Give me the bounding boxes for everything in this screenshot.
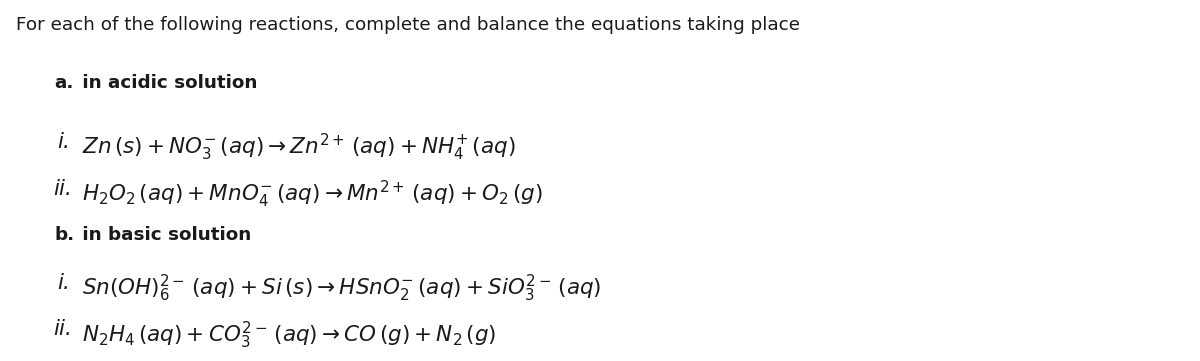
- Text: For each of the following reactions, complete and balance the equations taking p: For each of the following reactions, com…: [16, 16, 799, 34]
- Text: in basic solution: in basic solution: [76, 226, 251, 244]
- Text: ii.: ii.: [53, 319, 72, 339]
- Text: a.: a.: [54, 74, 73, 92]
- Text: $\mathit{Sn(OH)}_{6}^{2-}\,(aq) + \mathit{Si}\,(s) \rightarrow \mathit{HSnO}_{2}: $\mathit{Sn(OH)}_{6}^{2-}\,(aq) + \mathi…: [82, 273, 601, 304]
- Text: $\mathit{H}_{2}\mathit{O}_{2}\,(aq) + \mathit{MnO}_{4}^{-}\,(aq) \rightarrow \ma: $\mathit{H}_{2}\mathit{O}_{2}\,(aq) + \m…: [82, 179, 542, 210]
- Text: i.: i.: [58, 132, 71, 152]
- Text: i.: i.: [58, 273, 71, 292]
- Text: in acidic solution: in acidic solution: [76, 74, 257, 92]
- Text: b.: b.: [54, 226, 74, 244]
- Text: $\mathit{Zn}\,(s) + \mathit{NO}_{3}^{-}\,(aq) \rightarrow \mathit{Zn}^{2+}\,(aq): $\mathit{Zn}\,(s) + \mathit{NO}_{3}^{-}\…: [82, 132, 515, 163]
- Text: $\mathit{N}_{2}\mathit{H}_{4}\,(aq) + \mathit{CO}_{3}^{2-}\,(aq) \rightarrow \ma: $\mathit{N}_{2}\mathit{H}_{4}\,(aq) + \m…: [82, 319, 496, 351]
- Text: ii.: ii.: [53, 179, 72, 199]
